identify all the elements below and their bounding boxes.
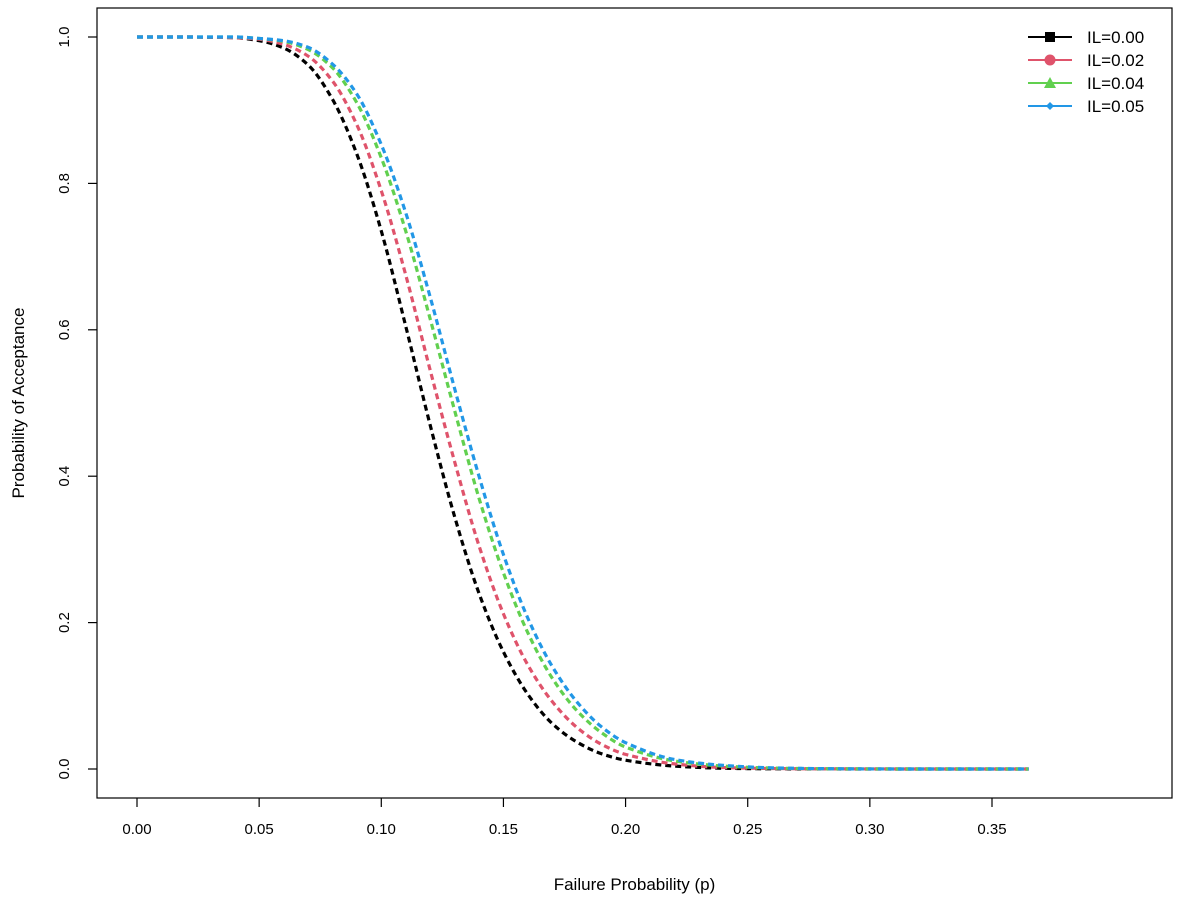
x-tick-label: 0.15 [489, 821, 518, 838]
x-tick-label: 0.35 [977, 821, 1006, 838]
x-tick-label: 0.25 [733, 821, 762, 838]
y-tick-label: 0.6 [56, 319, 73, 340]
x-tick-label: 0.20 [611, 821, 640, 838]
series-line-il-0-02 [137, 35, 1029, 771]
y-tick-label: 0.4 [56, 466, 73, 487]
legend-triangle-marker [1044, 77, 1056, 88]
x-tick-label: 0.30 [855, 821, 884, 838]
x-tick-label: 0.05 [245, 821, 274, 838]
y-tick-label: 0.8 [56, 173, 73, 194]
x-tick-label: 0.00 [122, 821, 151, 838]
y-axis-title: Probability of Acceptance [9, 308, 28, 499]
legend-square-marker [1045, 32, 1055, 42]
x-axis-title: Failure Probability (p) [554, 875, 716, 894]
axes: 0.00 0.05 0.10 0.15 0.20 0.25 0.30 0.35 0.0 0.2 0.… [56, 7, 1173, 838]
y-tick-label: 0.2 [56, 612, 73, 633]
series-line-il-0-05 [137, 35, 1029, 771]
legend-item: IL=0.04 [1028, 74, 1144, 93]
plot-frame [96, 7, 1173, 799]
series-line-il-0-00 [137, 35, 1029, 771]
y-tick-label: 1.0 [56, 27, 73, 48]
legend-label: IL=0.02 [1087, 51, 1144, 70]
x-tick-label: 0.10 [367, 821, 396, 838]
series-lines [137, 35, 1029, 771]
legend-label: IL=0.05 [1087, 97, 1144, 116]
legend-diamond-marker [1046, 102, 1054, 110]
legend-circle-marker [1044, 54, 1056, 66]
series-line-il-0-04 [137, 35, 1029, 771]
legend: IL=0.00 IL=0.02 IL=0.04 IL=0.05 [1028, 28, 1144, 116]
legend-item: IL=0.05 [1028, 97, 1144, 116]
legend-label: IL=0.04 [1087, 74, 1144, 93]
legend-label: IL=0.00 [1087, 28, 1144, 47]
legend-item: IL=0.02 [1028, 51, 1144, 70]
legend-item: IL=0.00 [1028, 28, 1144, 47]
y-tick-label: 0.0 [56, 759, 73, 780]
